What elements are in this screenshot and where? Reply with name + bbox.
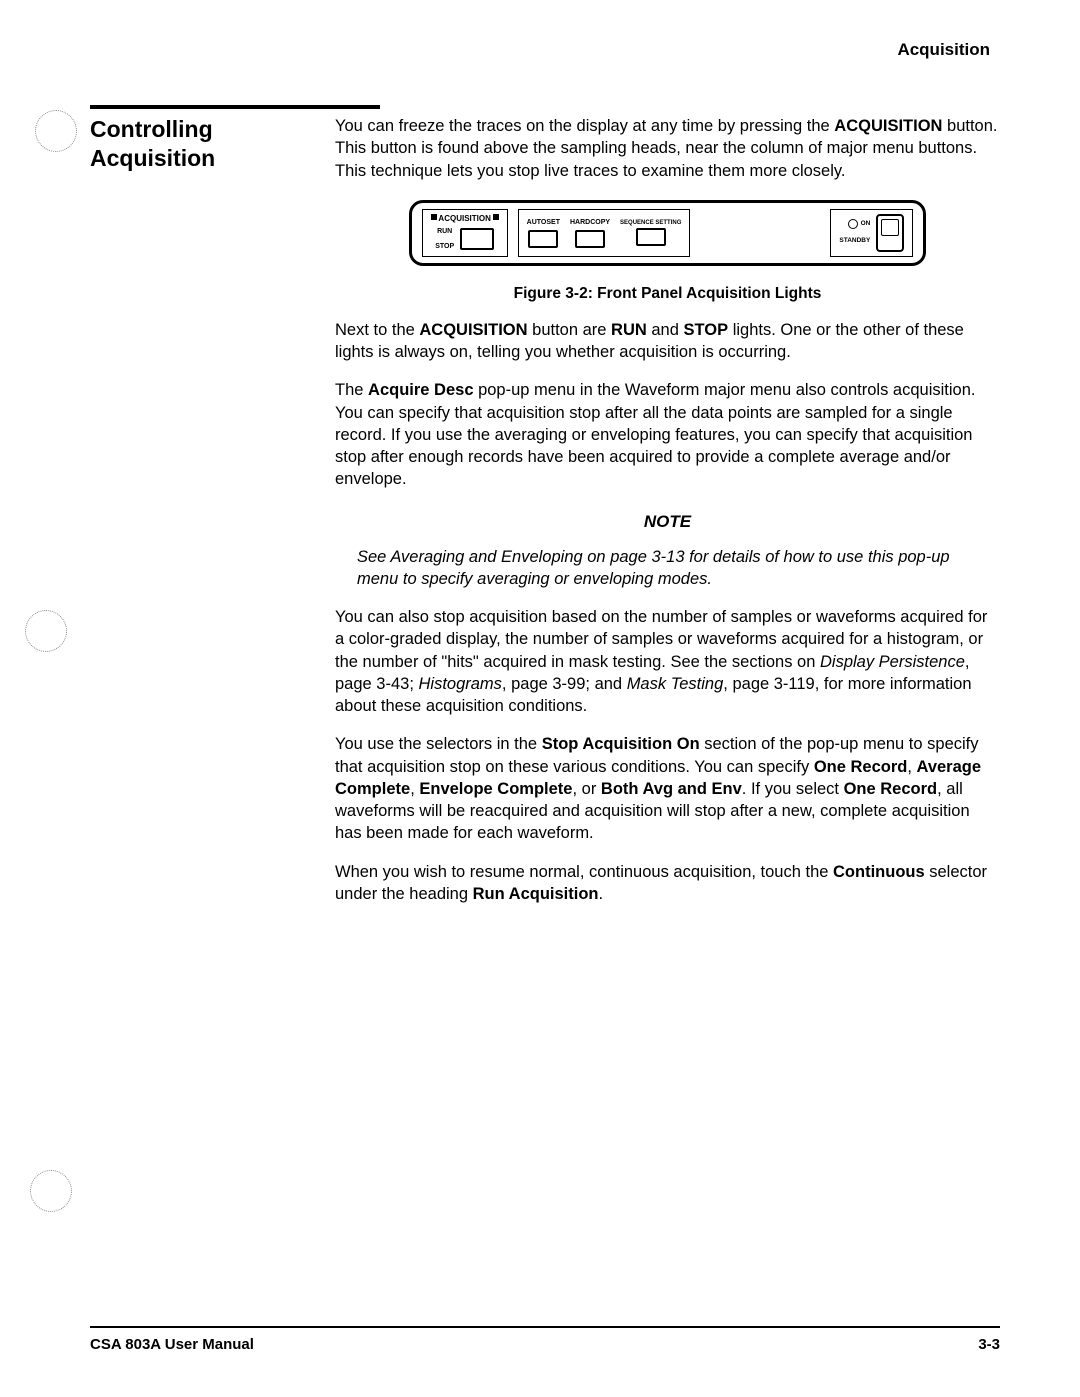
power-switch-icon xyxy=(876,214,904,252)
punch-hole-icon xyxy=(35,110,77,152)
section-rule xyxy=(90,105,380,109)
footer-page-number: 3-3 xyxy=(978,1336,1000,1353)
acquisition-button-icon xyxy=(460,228,494,250)
page-footer: CSA 803A User Manual 3-3 xyxy=(90,1326,1000,1353)
buttons-group: AUTOSET HARDCOPY SEQUENCE SETTING xyxy=(518,209,691,257)
autoset-button-icon: AUTOSET xyxy=(527,218,560,247)
panel-spacer xyxy=(700,209,820,257)
note-heading: NOTE xyxy=(335,511,1000,534)
sequence-button-icon: SEQUENCE SETTING xyxy=(620,220,681,246)
figure-caption: Figure 3-2: Front Panel Acquisition Ligh… xyxy=(335,284,1000,305)
hardcopy-button-icon: HARDCOPY xyxy=(570,218,610,247)
paragraph-run-stop: Next to the ACQUISITION button are RUN a… xyxy=(335,319,1000,364)
note-body: See Averaging and Enveloping on page 3-1… xyxy=(335,546,1000,591)
figure-3-2: ACQUISITION RUN STOP xyxy=(335,200,1000,305)
punch-hole-icon xyxy=(25,610,67,652)
intro-paragraph: You can freeze the traces on the display… xyxy=(335,115,1000,182)
chapter-header: Acquisition xyxy=(90,40,1000,60)
paragraph-continuous: When you wish to resume normal, continuo… xyxy=(335,861,1000,906)
body-column: You can freeze the traces on the display… xyxy=(335,115,1000,921)
paragraph-stop-conditions: You can also stop acquisition based on t… xyxy=(335,606,1000,717)
acquisition-group: ACQUISITION RUN STOP xyxy=(422,209,508,257)
page: Acquisition Controlling Acquisition You … xyxy=(0,0,1080,1397)
power-group: ON STANDBY xyxy=(830,209,913,257)
footer-rule xyxy=(90,1326,1000,1328)
content-row: Controlling Acquisition You can freeze t… xyxy=(90,115,1000,921)
front-panel-diagram: ACQUISITION RUN STOP xyxy=(409,200,927,266)
paragraph-acquire-desc: The Acquire Desc pop-up menu in the Wave… xyxy=(335,379,1000,490)
footer-left: CSA 803A User Manual xyxy=(90,1336,254,1353)
heading-column: Controlling Acquisition xyxy=(90,115,335,173)
section-heading: Controlling Acquisition xyxy=(90,115,335,173)
punch-hole-icon xyxy=(30,1170,72,1212)
paragraph-selectors: You use the selectors in the Stop Acquis… xyxy=(335,733,1000,844)
